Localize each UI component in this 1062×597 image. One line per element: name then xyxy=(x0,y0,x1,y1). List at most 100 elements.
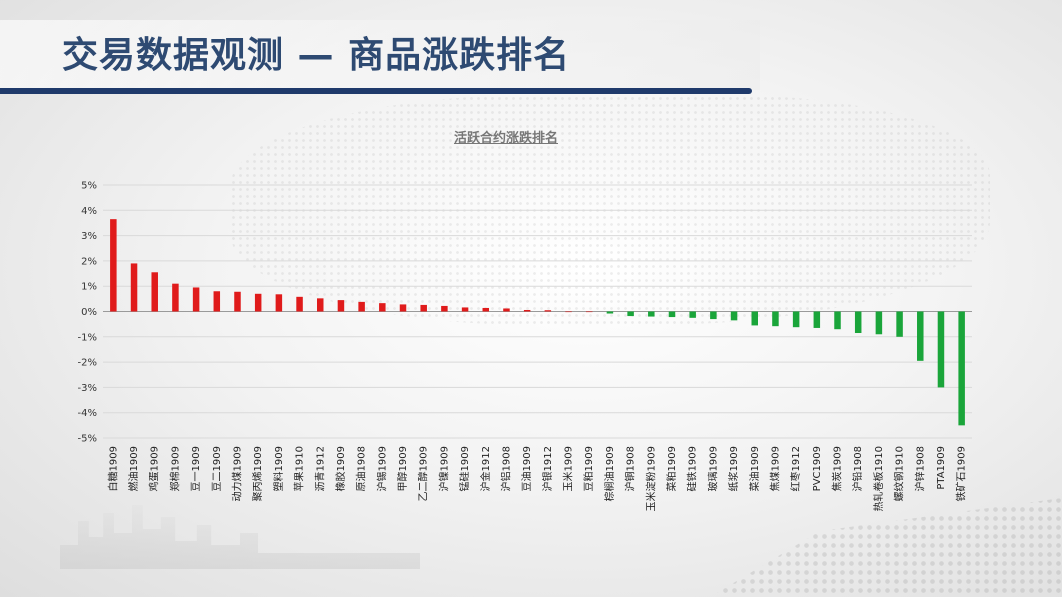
y-tick-label: -3% xyxy=(78,383,97,394)
bar xyxy=(213,291,221,312)
x-category-label: 白糖1909 xyxy=(106,446,119,491)
x-category-label: 聚丙烯1909 xyxy=(251,446,264,501)
x-category-label: 玉米1909 xyxy=(562,446,575,491)
x-category-label: 沪银1912 xyxy=(541,446,554,491)
x-category-label: 燃油1909 xyxy=(127,446,140,491)
x-category-label: 沪金1912 xyxy=(479,446,492,491)
bar xyxy=(523,309,531,312)
y-tick-label: -5% xyxy=(78,434,97,445)
x-category-label: 豆粕1909 xyxy=(582,446,595,491)
bar xyxy=(441,305,448,312)
y-tick-label: -4% xyxy=(78,408,97,419)
x-category-label: 原油1908 xyxy=(355,446,368,491)
x-category-label: 铁矿石1909 xyxy=(955,446,968,501)
x-category-label: PVC1909 xyxy=(812,446,823,491)
bar xyxy=(710,311,717,320)
bars xyxy=(110,219,965,426)
bar xyxy=(917,311,924,361)
x-category-label: 沪锡1909 xyxy=(375,446,388,491)
y-tick-label: 3% xyxy=(81,231,97,242)
title-band xyxy=(0,20,760,90)
x-category-label: 硅铁1909 xyxy=(686,446,699,491)
x-category-label: 焦炭1909 xyxy=(831,446,844,491)
x-category-label: 菜粕1909 xyxy=(665,446,678,491)
bar xyxy=(958,311,965,426)
x-category-label: 沪铜1908 xyxy=(624,446,637,491)
bar xyxy=(254,293,262,312)
x-category-label: 玉米淀粉1909 xyxy=(644,446,657,511)
x-category-label: 纸浆1909 xyxy=(727,446,740,491)
x-category-label: 郑棉1909 xyxy=(168,446,181,491)
bar xyxy=(875,311,883,335)
bar xyxy=(689,311,696,318)
x-category-label: 菜油1909 xyxy=(748,446,761,491)
page-title: 交易数据观测 — 商品涨跌排名 xyxy=(62,35,571,76)
bar xyxy=(399,304,407,312)
x-category-label: 沪锌1908 xyxy=(913,446,926,491)
bar xyxy=(544,310,552,312)
gridlines xyxy=(103,184,972,439)
x-category-label: 豆一1909 xyxy=(190,446,202,491)
x-category-label: 沥青1912 xyxy=(313,446,326,491)
bar xyxy=(482,307,490,312)
x-category-label: 豆油1909 xyxy=(520,446,533,491)
y-tick-label: 1% xyxy=(81,282,97,293)
bar xyxy=(792,311,800,328)
bar xyxy=(172,283,179,312)
bar xyxy=(296,296,303,312)
bar xyxy=(275,294,283,312)
bar xyxy=(854,311,862,334)
x-category-label: 沪铝1908 xyxy=(499,446,512,491)
bar xyxy=(317,298,324,312)
bar xyxy=(130,263,138,312)
x-category-label: 乙二醇1909 xyxy=(417,446,430,501)
x-category-label: 甲醇1909 xyxy=(396,446,409,491)
bar xyxy=(937,311,945,388)
y-tick-label: -2% xyxy=(78,358,97,369)
y-tick-label: 2% xyxy=(81,256,97,267)
bar xyxy=(772,311,779,327)
bar xyxy=(503,308,510,312)
x-category-label: 热轧卷板1910 xyxy=(872,446,885,511)
bar xyxy=(565,311,572,313)
x-category-label: 焦煤1909 xyxy=(768,446,781,491)
x-category-label: 玻璃1909 xyxy=(706,446,719,491)
bar xyxy=(110,219,117,312)
bar xyxy=(834,311,841,330)
bar xyxy=(730,311,738,321)
bar xyxy=(627,311,634,317)
title-underline-bar xyxy=(0,88,752,94)
bar xyxy=(337,300,345,312)
y-tick-label: -1% xyxy=(78,332,97,343)
bar xyxy=(648,311,655,317)
chart-title: 活跃合约涨跌排名 xyxy=(453,131,558,146)
x-category-label: 沪镍1909 xyxy=(437,446,450,491)
x-category-label: 塑料1909 xyxy=(272,446,285,491)
x-category-label: 动力煤1909 xyxy=(230,446,243,501)
x-category-label: 橡胶1909 xyxy=(334,446,347,491)
bar xyxy=(358,301,365,312)
bar xyxy=(896,311,903,337)
bar xyxy=(420,304,427,312)
x-category-label: 沪铅1908 xyxy=(851,446,864,491)
y-tick-label: 5% xyxy=(81,181,97,192)
y-tick-label: 0% xyxy=(81,307,97,318)
y-axis-ticks: 5% 4% 3% 2% 1% 0% -1% -2% -3% -4% -5% xyxy=(78,181,97,445)
bar xyxy=(585,311,593,313)
bar xyxy=(192,287,200,312)
x-category-label: 豆二1909 xyxy=(211,446,223,491)
x-category-label: 鸡蛋1909 xyxy=(148,446,161,491)
bar xyxy=(813,311,821,328)
x-category-label: 苹果1910 xyxy=(293,446,306,491)
x-category-label: PTA1909 xyxy=(936,446,947,490)
y-tick-label: 4% xyxy=(81,206,97,217)
bar xyxy=(234,291,241,312)
x-category-label: 锰硅1909 xyxy=(458,446,471,491)
bar xyxy=(151,272,158,312)
category-labels: 白糖1909 燃油1909 鸡蛋1909 郑棉1909 豆一1909 豆二1909 动力煤1… xyxy=(106,446,967,511)
x-category-label: 红枣1912 xyxy=(789,446,802,491)
bar xyxy=(461,307,469,312)
bar xyxy=(751,311,758,326)
bar xyxy=(379,303,386,312)
